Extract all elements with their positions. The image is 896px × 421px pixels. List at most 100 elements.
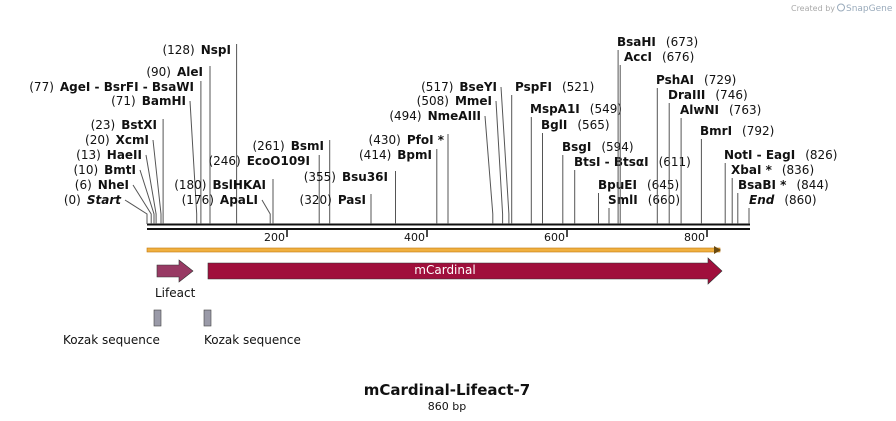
site-label: End (860) <box>749 193 817 207</box>
site-label: PshAI (729) <box>656 73 736 87</box>
site-position: (77) <box>29 80 54 94</box>
site-position: (23) <box>91 118 116 132</box>
site-label: (13) HaeII <box>76 148 142 162</box>
site-label: (517) BseYI <box>421 80 497 94</box>
site-position: (565) <box>577 118 609 132</box>
site-name: PfoI * <box>407 133 445 147</box>
credit-text: Created by <box>791 4 835 13</box>
site-name: BpmI <box>397 148 432 162</box>
site-position: (10) <box>74 163 99 177</box>
credit-brand: SnapGene <box>846 4 893 14</box>
site-name: BamHI <box>142 94 186 108</box>
site-label: XbaI * (836) <box>731 163 814 177</box>
feature-box <box>153 309 162 327</box>
site-name: HaeII <box>107 148 142 162</box>
site-name: BseYI <box>459 80 497 94</box>
site-position: (0) <box>64 193 81 207</box>
site-name: BslHKAI <box>213 178 267 192</box>
ruler-label: 400 <box>404 231 425 244</box>
feature-arrow <box>207 257 723 285</box>
orf-bar <box>146 247 721 253</box>
site-name: End <box>749 193 775 207</box>
site-label: BmrI (792) <box>700 124 774 138</box>
site-name: DraIII <box>668 88 705 102</box>
site-line <box>495 100 504 224</box>
site-position: (844) <box>796 178 828 192</box>
site-position: (792) <box>742 124 774 138</box>
site-position: (517) <box>421 80 453 94</box>
ruler-label: 600 <box>544 231 565 244</box>
brand-icon <box>837 3 845 12</box>
site-position: (494) <box>389 109 421 123</box>
site-position: (128) <box>162 43 194 57</box>
site-label: NotI - EagI (826) <box>724 148 837 162</box>
site-name: ApaLI <box>220 193 258 207</box>
site-name: EcoO109I <box>247 154 310 168</box>
feature-arrow <box>156 259 194 283</box>
orf-arrow <box>714 246 721 254</box>
site-name: BsmI <box>291 139 324 153</box>
site-name: PspFI <box>515 80 552 94</box>
site-name: BsaHI <box>617 35 656 49</box>
site-label: DraIII (746) <box>668 88 748 102</box>
site-name: BstXI <box>121 118 157 132</box>
site-name: NspI <box>201 43 231 57</box>
site-position: (6) <box>75 178 92 192</box>
site-line <box>261 199 271 224</box>
site-position: (246) <box>208 154 240 168</box>
site-name: XbaI * <box>731 163 773 177</box>
site-position: (860) <box>784 193 816 207</box>
site-line <box>132 184 152 224</box>
site-label: (90) AleI <box>146 65 203 79</box>
site-label: (508) MmeI <box>417 94 492 108</box>
site-position: (261) <box>252 139 284 153</box>
site-position: (673) <box>666 35 698 49</box>
site-label: BsgI (594) <box>562 140 634 154</box>
site-position: (594) <box>601 140 633 154</box>
site-name: Start <box>87 193 122 207</box>
site-label: AccI (676) <box>624 50 694 64</box>
site-name: AleI <box>177 65 203 79</box>
site-position: (20) <box>85 133 110 147</box>
site-position: (521) <box>562 80 594 94</box>
site-position: (836) <box>782 163 814 177</box>
site-position: (676) <box>662 50 694 64</box>
site-label: (20) XcmI <box>85 133 149 147</box>
site-position: (71) <box>111 94 136 108</box>
site-name: PasI <box>338 193 366 207</box>
site-position: (611) <box>659 155 691 169</box>
site-position: (176) <box>182 193 214 207</box>
site-position: (13) <box>76 148 101 162</box>
site-name: SmlI <box>608 193 638 207</box>
site-name: AgeI - BsrFI - BsaWI <box>60 80 194 94</box>
site-label: (261) BsmI <box>252 139 324 153</box>
site-line <box>145 154 157 224</box>
site-position: (355) <box>304 170 336 184</box>
site-label: BsaHI (673) <box>617 35 698 49</box>
site-label: BpuEI (645) <box>598 178 679 192</box>
site-name: BsgI <box>562 140 591 154</box>
map-title: mCardinal-Lifeact-7 <box>364 381 530 399</box>
site-label: BglI (565) <box>541 118 610 132</box>
site-label: (320) PasI <box>300 193 366 207</box>
site-position: (746) <box>715 88 747 102</box>
site-name: NotI - EagI <box>724 148 795 162</box>
site-position: (549) <box>590 102 622 116</box>
feature-label: Kozak sequence <box>204 333 301 347</box>
ruler-label: 800 <box>684 231 705 244</box>
site-line <box>124 199 148 224</box>
site-line <box>139 169 155 224</box>
site-label: BsaBI * (844) <box>738 178 829 192</box>
site-name: BtsI - BtsαI <box>574 155 649 169</box>
site-position: (763) <box>729 103 761 117</box>
site-label: AlwNI (763) <box>680 103 761 117</box>
site-name: XcmI <box>116 133 149 147</box>
site-name: Bsu36I <box>342 170 388 184</box>
site-name: MmeI <box>455 94 492 108</box>
site-label: (77) AgeI - BsrFI - BsaWI <box>29 80 194 94</box>
feature-label: mCardinal <box>414 263 475 277</box>
site-name: BpuEI <box>598 178 637 192</box>
site-name: MspA1I <box>530 102 580 116</box>
site-label: (176) ApaLI <box>182 193 258 207</box>
